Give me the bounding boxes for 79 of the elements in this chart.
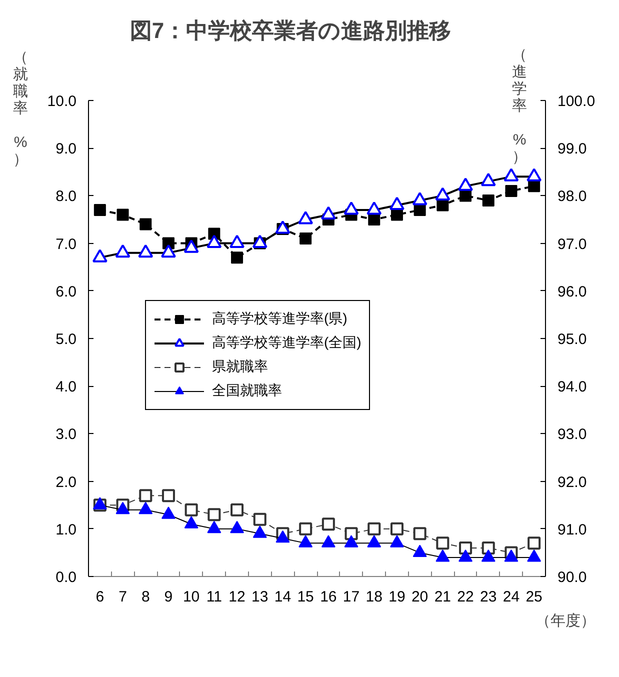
y2-tick-label: 100.0 <box>558 93 596 110</box>
y-axis-title: （就職率 %） <box>13 48 28 168</box>
point <box>389 196 404 210</box>
point <box>230 234 245 248</box>
y-tick-label: 10.0 <box>47 93 77 110</box>
x-tick-label: 14 <box>274 588 292 606</box>
x-tick-label: 16 <box>320 588 337 606</box>
y2-tick-label: 90.0 <box>558 569 587 586</box>
x-tick-label: 7 <box>118 588 127 606</box>
x-tick-label: 8 <box>141 588 150 606</box>
point <box>252 234 268 248</box>
x-tick-label: 10 <box>182 588 200 606</box>
point <box>184 240 199 253</box>
x-tick-label: 25 <box>526 588 542 606</box>
y2-tick-label: 92.0 <box>558 474 587 491</box>
x-tick-label: 6 <box>96 588 104 606</box>
x-axis-title: （年度） <box>536 612 596 630</box>
y-tick-label: 6.0 <box>56 283 77 300</box>
x-tick-label: 13 <box>252 588 268 606</box>
point <box>92 249 108 262</box>
chart-title: 図7：中学校卒業者の進路別推移 <box>130 18 452 43</box>
point <box>366 201 382 215</box>
point <box>275 220 290 234</box>
y2-tick-label: 96.0 <box>558 283 587 300</box>
y2-tick-label: 99.0 <box>558 140 587 158</box>
y-tick-label: 4.0 <box>56 378 77 396</box>
y2-tick-label: 93.0 <box>558 426 587 444</box>
x-tick-label: 11 <box>206 588 222 606</box>
point <box>480 172 496 186</box>
y-tick-label: 5.0 <box>56 331 77 348</box>
legend-label: 全国就職率 <box>212 382 282 400</box>
x-tick-label: 9 <box>164 588 173 606</box>
point <box>435 187 450 200</box>
point <box>412 192 428 206</box>
point <box>414 204 426 216</box>
y2-tick-label: 91.0 <box>558 521 587 538</box>
point <box>344 201 359 215</box>
y2-tick-label: 97.0 <box>558 236 587 253</box>
y2-tick-label: 95.0 <box>558 331 587 348</box>
y-tick-label: 9.0 <box>56 140 77 158</box>
y2-tick-label: 98.0 <box>558 188 587 206</box>
point <box>320 206 336 220</box>
point <box>206 234 222 248</box>
x-tick-label: 20 <box>411 588 428 606</box>
point <box>505 184 518 197</box>
point <box>115 244 130 258</box>
point <box>458 178 474 191</box>
y-tick-label: 1.0 <box>56 521 77 538</box>
point <box>300 232 312 245</box>
point <box>526 168 542 182</box>
legend-label: 高等学校等進学率(全国) <box>212 334 362 352</box>
point <box>138 244 154 258</box>
y2-tick-label: 94.0 <box>558 378 587 396</box>
y2-axis-title: （進学率 %） <box>512 46 527 166</box>
y-tick-label: 3.0 <box>56 426 77 444</box>
legend-label: 県就職率 <box>212 358 268 376</box>
point <box>482 194 494 206</box>
y-tick-label: 8.0 <box>56 188 77 206</box>
point <box>504 168 519 182</box>
point <box>231 252 244 264</box>
x-tick-label: 19 <box>388 588 406 606</box>
y-tick-label: 2.0 <box>56 474 77 491</box>
point <box>94 204 106 216</box>
x-tick-label: 23 <box>480 588 497 606</box>
x-tick-label: 22 <box>457 588 474 606</box>
point <box>160 244 176 258</box>
x-tick-label: 17 <box>342 588 360 606</box>
legend-label: 高等学校等進学率(県) <box>212 310 348 328</box>
point <box>116 208 129 221</box>
x-tick-label: 12 <box>228 588 246 606</box>
x-tick-label: 15 <box>297 588 314 606</box>
y-tick-label: 0.0 <box>56 569 77 586</box>
y-tick-label: 7.0 <box>56 236 77 253</box>
point <box>298 210 314 224</box>
x-tick-label: 21 <box>434 588 452 606</box>
x-tick-label: 24 <box>502 588 520 606</box>
point <box>368 214 380 226</box>
point <box>140 218 152 230</box>
x-tick-label: 18 <box>366 588 382 606</box>
